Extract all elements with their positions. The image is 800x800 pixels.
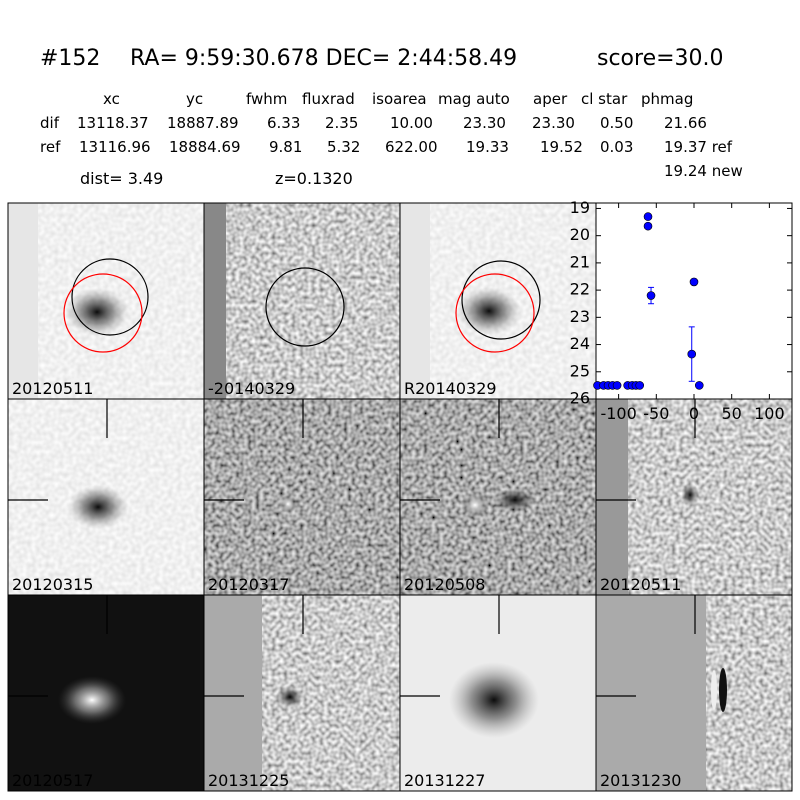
score: score=30.0 <box>597 46 724 71</box>
y-tick-label: 21 <box>570 252 590 271</box>
redshift: z=0.1320 <box>275 169 353 188</box>
table-cell: 23.30 <box>532 114 575 132</box>
panel-label: 20120508 <box>404 575 485 594</box>
row-label: ref <box>40 138 61 156</box>
y-tick-label: 22 <box>570 280 590 299</box>
distance: dist= 3.49 <box>80 169 163 188</box>
table-cell: 19.33 <box>466 138 509 156</box>
plot-bg <box>596 203 792 399</box>
table-cell: 21.66 <box>664 114 707 132</box>
y-tick-label: 24 <box>570 334 590 353</box>
table-cell: 19.37 ref <box>664 138 733 156</box>
source-blob <box>279 495 297 513</box>
x-tick-label: 100 <box>754 404 785 423</box>
source-blob <box>719 668 727 712</box>
aperture-circle <box>265 267 345 347</box>
column-header: phmag <box>641 90 693 108</box>
table-cell: 2.35 <box>325 114 358 132</box>
table-cell: 0.03 <box>600 138 633 156</box>
y-tick-label: 23 <box>570 307 590 326</box>
panel-label: 20131227 <box>404 771 485 790</box>
source-blob <box>276 685 304 709</box>
source-blob <box>711 670 717 710</box>
source-blob <box>457 287 521 335</box>
image-noise <box>628 399 792 595</box>
panel-label: 20120511 <box>12 379 93 398</box>
column-header: cl star <box>581 90 628 108</box>
column-header: fluxrad <box>302 90 355 108</box>
panel-label: 20131230 <box>600 771 681 790</box>
table-cell: 13118.37 <box>77 114 149 132</box>
data-point <box>612 381 622 390</box>
panel-label: 20120517 <box>12 771 93 790</box>
source-blob <box>461 493 489 517</box>
source-blob <box>681 483 699 507</box>
panel-label: 20131225 <box>208 771 289 790</box>
y-tick-label: 26 <box>570 389 590 408</box>
panel-label: R20140329 <box>404 379 497 398</box>
x-tick-label: -50 <box>643 404 669 423</box>
column-header: isoarea <box>372 90 427 108</box>
image-noise <box>204 399 400 595</box>
aperture-circle <box>63 273 143 353</box>
row-label: dif <box>40 114 60 132</box>
coordinates: RA= 9:59:30.678 DEC= 2:44:58.49 <box>130 46 517 71</box>
table-cell: 23.30 <box>463 114 506 132</box>
source-blob <box>65 288 129 336</box>
x-tick-label: -100 <box>600 404 636 423</box>
aperture-circle <box>461 260 541 340</box>
y-tick-label: 25 <box>570 361 590 380</box>
data-point <box>643 221 653 231</box>
panel-frames <box>7 202 793 792</box>
table-cell: 10.00 <box>390 114 433 132</box>
data-point <box>689 277 699 287</box>
table-cell: 6.33 <box>267 114 300 132</box>
table-cell: 5.32 <box>327 138 360 156</box>
data-point <box>643 212 653 221</box>
candidate-id: #152 <box>40 46 100 71</box>
image-noise <box>706 595 792 791</box>
table-cell: 622.00 <box>385 138 438 156</box>
crosshairs <box>8 399 696 697</box>
y-tick-label: 20 <box>570 225 590 244</box>
data-point <box>687 349 697 359</box>
x-tick-label: 50 <box>722 404 742 423</box>
data-point <box>635 381 645 390</box>
table-cell: 9.81 <box>269 138 302 156</box>
column-header: aper <box>533 90 568 108</box>
data-point <box>694 381 704 390</box>
y-tick-label: 19 <box>570 198 590 217</box>
table-cell: 19.52 <box>540 138 583 156</box>
image-noise <box>226 203 400 399</box>
aperture-circle <box>455 273 535 353</box>
data-point <box>646 291 656 300</box>
source-blob <box>449 662 539 738</box>
panel-label: 20120511 <box>600 575 681 594</box>
table-cell: 18887.89 <box>167 114 239 132</box>
panel-label: 20120317 <box>208 575 289 594</box>
source-blob <box>68 485 128 529</box>
panel-label: 20120315 <box>12 575 93 594</box>
column-header: fwhm <box>246 90 287 108</box>
column-header: xc <box>103 90 120 108</box>
table-cell: 13116.96 <box>79 138 151 156</box>
column-header: yc <box>186 90 203 108</box>
column-header: mag auto <box>438 90 510 108</box>
phmag-new: 19.24 new <box>664 162 743 180</box>
aperture-circle <box>71 258 149 336</box>
table-cell: 18884.69 <box>169 138 241 156</box>
table-cell: 0.50 <box>600 114 633 132</box>
source-blob <box>58 676 126 724</box>
x-tick-label: 0 <box>689 404 699 423</box>
panel-label: -20140329 <box>208 379 295 398</box>
source-blob <box>493 488 537 512</box>
